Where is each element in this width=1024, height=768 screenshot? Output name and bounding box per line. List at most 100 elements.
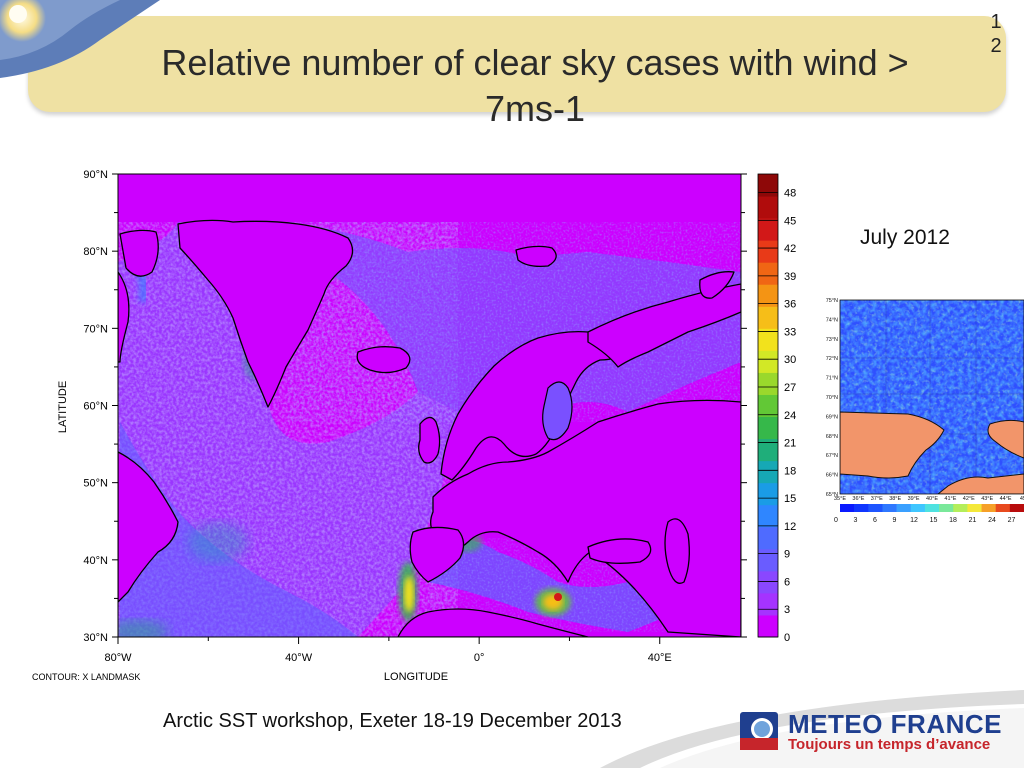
y-tick-label: 80°N <box>83 246 108 258</box>
colorbar-segment <box>758 438 778 462</box>
svalbard <box>515 245 557 268</box>
africa-landmass <box>397 608 589 637</box>
inset-colorbar-segment <box>995 504 1011 512</box>
inset-x-tick-label: 36°E <box>852 496 864 502</box>
meteo-france-motto: Toujours un temps d’avance <box>788 736 991 753</box>
colorbar-tick-label: 21 <box>784 438 796 450</box>
caspian-outline <box>664 518 690 584</box>
inset-colorbar-tick-label: 24 <box>988 517 996 524</box>
inset-x-tick-label: 38°E <box>889 496 901 502</box>
colorbar-tick-label: 18 <box>784 465 796 477</box>
novaya-zemlya <box>699 271 735 299</box>
y-tick-label: 70°N <box>83 323 108 335</box>
russia-north-coast <box>587 283 741 368</box>
colorbar-segment <box>758 592 778 616</box>
x-tick-label: 0° <box>474 652 485 664</box>
colorbar-segment <box>758 196 778 219</box>
colorbar-segment <box>758 614 778 638</box>
y-tick-label: 30°N <box>83 632 108 644</box>
colorbar-segment <box>758 262 778 285</box>
colorbar-segment <box>758 240 778 263</box>
colorbar-tick-label: 24 <box>784 410 796 422</box>
inset-y-tick-label: 73°N <box>826 337 838 343</box>
inset-colorbar-tick-label: 3 <box>854 517 858 524</box>
uk-landmass <box>418 416 441 464</box>
colorbar-segment <box>758 174 778 197</box>
inset-y-tick-label: 66°N <box>826 473 838 479</box>
colorbar-tick-label: 33 <box>784 326 796 338</box>
inset-y-tick-label: 68°N <box>826 434 838 440</box>
black-sea-outline <box>587 538 652 564</box>
contour-footnote: CONTOUR: X LANDMASK <box>32 672 140 680</box>
x-tick-label: 80°W <box>104 652 132 664</box>
europe-landmass <box>430 399 741 637</box>
inset-x-tick-label: 42°E <box>963 496 975 502</box>
inset-colorbar-segment <box>896 504 912 512</box>
inset-x-tick-label: 43°E <box>981 496 993 502</box>
inset-kola-landmass <box>840 411 945 479</box>
footer-text: Arctic SST workshop, Exeter 18-19 Decemb… <box>163 710 622 732</box>
inset-colorbar-tick-label: 27 <box>1008 517 1016 524</box>
colorbar-segment <box>758 526 778 550</box>
colorbar-tick-label: 36 <box>784 299 796 311</box>
colorbar-segment <box>758 372 778 395</box>
inset-y-tick-label: 67°N <box>826 453 838 459</box>
inset-colorbar-segment <box>868 504 883 512</box>
scandinavia-landmass <box>440 330 629 481</box>
inset-colorbar-tick-label: 18 <box>949 517 957 524</box>
colorbar-tick-label: 27 <box>784 382 796 394</box>
inset-y-tick-label: 71°N <box>826 376 838 382</box>
colorbar-segment <box>758 548 778 572</box>
colorbar-segment <box>758 460 778 484</box>
page-number-line-2: 2 <box>990 35 1002 57</box>
y-axis-label: LATITUDE <box>57 381 69 433</box>
inset-x-tick-label: 35°E <box>834 496 846 502</box>
x-tick-label: 40°W <box>285 652 313 664</box>
colorbar-segment <box>758 504 778 528</box>
baffin-island <box>119 229 159 277</box>
inset-map-barents: 75°N 74°N 73°N 72°N 71°N 70°N 69°N 68°N 67°N 66°N… <box>826 298 1024 524</box>
x-axis-label: LONGITUDE <box>384 671 448 680</box>
colorbar-segment <box>758 350 778 373</box>
colorbar-tick-label: 48 <box>784 188 796 200</box>
iceland-landmass <box>356 346 411 374</box>
inset-y-tick-label: 65°N <box>826 492 838 498</box>
inset-colorbar-segment <box>939 504 954 512</box>
inset-y-tick-label: 72°N <box>826 356 838 362</box>
inset-colorbar-segment <box>981 504 996 512</box>
swirl-decoration-icon <box>0 0 160 78</box>
y-tick-label: 90°N <box>83 169 108 181</box>
colorbar-tick-label: 0 <box>784 632 790 644</box>
inset-colorbar-segment <box>854 504 869 512</box>
meteo-france-logo-icon <box>740 712 778 750</box>
inset-x-tick-label: 40°E <box>926 496 938 502</box>
greenland-landmass <box>177 219 354 408</box>
slide-title: Relative number of clear sky cases with … <box>161 42 909 129</box>
colorbar-segment <box>758 482 778 506</box>
clear-sky-wind-map: 90°N 80°N 70°N 60°N 50°N 40°N 30°N 80°W 40°W 0° 4… <box>32 169 796 680</box>
colorbar-segment <box>758 306 778 329</box>
map-plot-area <box>117 173 742 638</box>
inset-south-landmass <box>937 473 1024 494</box>
inset-colorbar-segment <box>1009 504 1024 512</box>
inset-colorbar-tick-label: 12 <box>910 517 918 524</box>
page-number-line-1: 1 <box>990 11 1002 33</box>
colorbar-tick-label: 45 <box>784 215 796 227</box>
page-number: 1 2 <box>984 10 1008 58</box>
colorbar-tick-label: 9 <box>784 549 790 561</box>
footer-swoosh-decoration <box>600 690 1024 768</box>
inset-plot-area <box>840 300 1024 494</box>
inset-x-tick-label: 41°E <box>944 496 956 502</box>
x-axis: 80°W 40°W 0° 40°E <box>104 637 672 664</box>
colorbar-tick-label: 3 <box>784 604 790 616</box>
inset-colorbar-segment <box>967 504 982 512</box>
inset-y-axis: 75°N 74°N 73°N 72°N 71°N 70°N 69°N 68°N 67°N 66°N… <box>826 298 838 498</box>
colorbar-tick-label: 12 <box>784 521 796 533</box>
inset-colorbar-tick-label: 0 <box>834 517 838 524</box>
inset-colorbar-tick-label: 15 <box>930 517 938 524</box>
inset-colorbar-segment <box>910 504 926 512</box>
ocean-value-field <box>118 222 741 637</box>
inset-y-tick-label: 74°N <box>826 317 838 323</box>
x-tick-label: 40°E <box>648 652 672 664</box>
inset-colorbar: 0 3 6 9 12 15 18 21 24 27 <box>834 504 1024 524</box>
